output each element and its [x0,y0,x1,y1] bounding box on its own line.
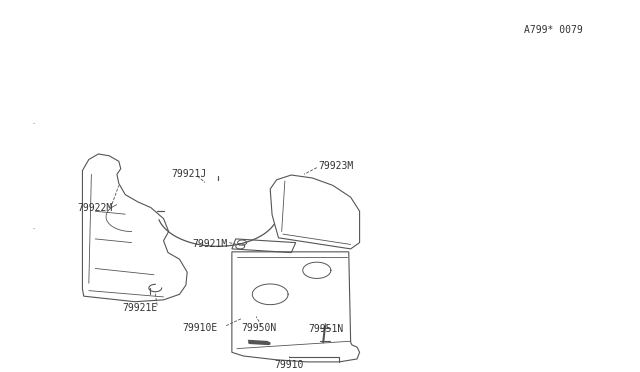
Text: 79921E: 79921E [122,303,157,313]
Text: 79950N: 79950N [242,323,277,333]
Text: 79923M: 79923M [319,161,354,171]
Text: ·: · [32,223,36,236]
Text: 79922M: 79922M [77,203,113,213]
Text: 79910E: 79910E [182,323,218,333]
Text: ·: · [32,118,36,131]
Text: 79921M: 79921M [193,240,228,250]
Text: 79910: 79910 [275,360,304,370]
Text: 79951N: 79951N [308,324,344,334]
Text: A799* 0079: A799* 0079 [524,25,582,35]
Text: 79921J: 79921J [172,169,207,179]
